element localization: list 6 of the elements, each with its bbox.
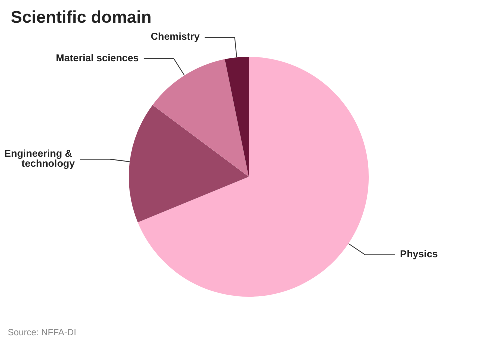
slice-label: Chemistry	[151, 32, 200, 44]
source-note: Source: NFFA-DI	[8, 328, 77, 338]
chart-title: Scientific domain	[11, 8, 152, 27]
slice-label: Material sciences	[56, 53, 140, 64]
slice-label: Physics	[400, 249, 439, 260]
slice-label: Engineering & technology	[4, 148, 76, 170]
